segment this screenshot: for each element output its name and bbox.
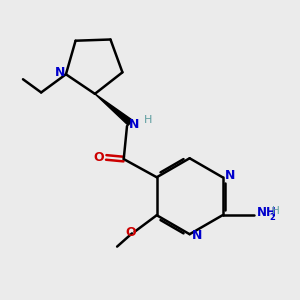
Text: N: N <box>192 229 202 242</box>
Text: N: N <box>55 66 65 79</box>
Text: NH: NH <box>256 206 276 219</box>
Text: O: O <box>93 151 104 164</box>
Text: H: H <box>272 206 280 216</box>
Text: 2: 2 <box>269 213 275 222</box>
Text: N: N <box>225 169 235 182</box>
Text: H: H <box>144 115 153 125</box>
Text: N: N <box>129 118 140 131</box>
Text: O: O <box>125 226 136 239</box>
Polygon shape <box>95 94 132 125</box>
